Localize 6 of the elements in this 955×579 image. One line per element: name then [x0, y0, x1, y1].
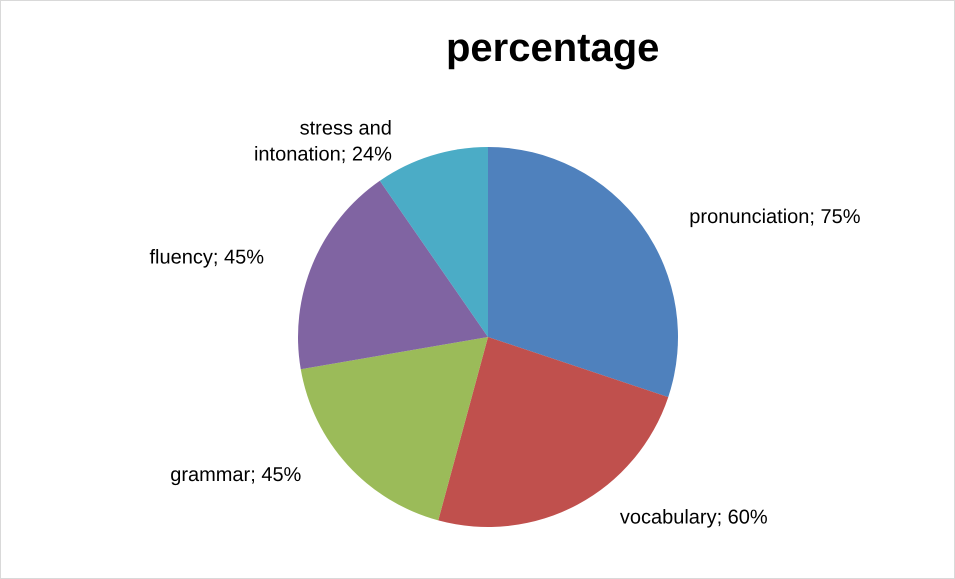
slice-label: stress and intonation; 24% [254, 117, 392, 166]
slice-label: grammar; 45% [170, 464, 302, 486]
slice-label: fluency; 45% [149, 246, 264, 269]
slice-label: pronunciation; 75% [689, 206, 861, 228]
chart-title: percentage [446, 26, 660, 70]
slice-label: vocabulary; 60% [620, 506, 768, 529]
